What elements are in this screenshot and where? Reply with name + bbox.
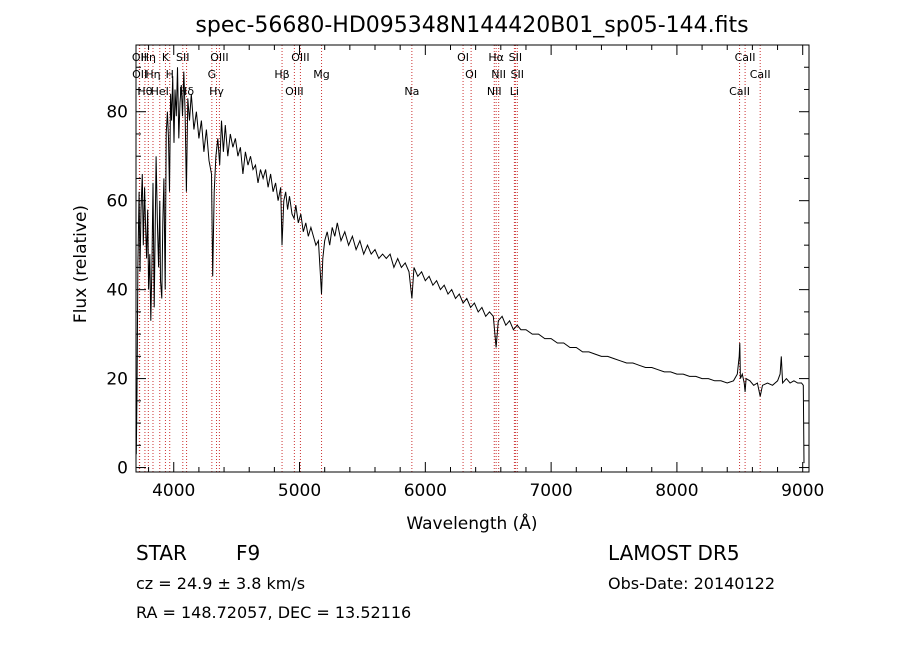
x-axis-ticks: 4000 5000 6000 7000 8000 9000	[148, 45, 824, 501]
object-subclass: F9	[236, 541, 260, 565]
y-axis-label: Flux (relative)	[71, 205, 91, 323]
marker-label: OI	[465, 68, 477, 81]
marker-label: CaII	[735, 51, 756, 64]
coordinates: RA = 148.72057, DEC = 13.52116	[136, 603, 411, 622]
redshift-cz: cz = 24.9 ± 3.8 km/s	[136, 574, 305, 593]
y-axis-ticks: 0 20 40 60 80	[106, 66, 809, 479]
observation-date: Obs-Date: 20140122	[608, 574, 775, 593]
y-tick-label: 20	[106, 370, 128, 390]
marker-label: OIII	[285, 85, 303, 98]
marker-label: K	[162, 51, 170, 64]
marker-label: Hβ	[274, 68, 289, 81]
marker-label: Na	[404, 85, 419, 98]
marker-label: G	[208, 68, 217, 81]
x-tick-label: 7000	[529, 481, 572, 501]
x-tick-label: 5000	[278, 481, 321, 501]
y-tick-label: 40	[106, 281, 128, 301]
survey-name: LAMOST DR5	[608, 541, 740, 565]
object-class: STAR	[136, 541, 187, 565]
x-tick-label: 4000	[152, 481, 195, 501]
marker-label: OIII	[210, 51, 228, 64]
marker-label: H	[166, 68, 174, 81]
x-axis-label: Wavelength (Å)	[406, 512, 537, 534]
y-tick-label: 0	[117, 459, 128, 479]
marker-label: OI	[457, 51, 469, 64]
spectral-line-markers	[138, 45, 761, 472]
marker-label: SII	[511, 68, 524, 81]
marker-label: NII	[487, 85, 502, 98]
spectral-line-labels: OIIOIIHθHηHηHeIKHHδSIIGHγOIIIHβOIIIOIIIM…	[132, 51, 771, 98]
marker-label: Hα	[488, 51, 504, 64]
y-tick-label: 80	[106, 103, 128, 123]
marker-label: CaII	[729, 85, 750, 98]
spectrum-series-line	[135, 67, 805, 464]
x-tick-label: 6000	[404, 481, 447, 501]
marker-label: Hη	[141, 51, 156, 64]
y-tick-label: 60	[106, 192, 128, 212]
marker-label: Hη	[145, 68, 160, 81]
marker-label: NII	[491, 68, 506, 81]
marker-label: Hγ	[209, 85, 224, 98]
marker-label: CaII	[750, 68, 771, 81]
marker-label: SII	[509, 51, 522, 64]
marker-label: OIII	[291, 51, 309, 64]
marker-label: Hθ	[137, 85, 152, 98]
marker-label: Li	[510, 85, 519, 98]
marker-label: HeI	[151, 85, 169, 98]
x-tick-label: 9000	[781, 481, 824, 501]
x-tick-label: 8000	[655, 481, 698, 501]
marker-label: SII	[176, 51, 189, 64]
plot-frame	[135, 44, 810, 473]
marker-label: Mg	[313, 68, 329, 81]
chart-title: spec-56680-HD095348N144420B01_sp05-144.f…	[195, 13, 748, 38]
